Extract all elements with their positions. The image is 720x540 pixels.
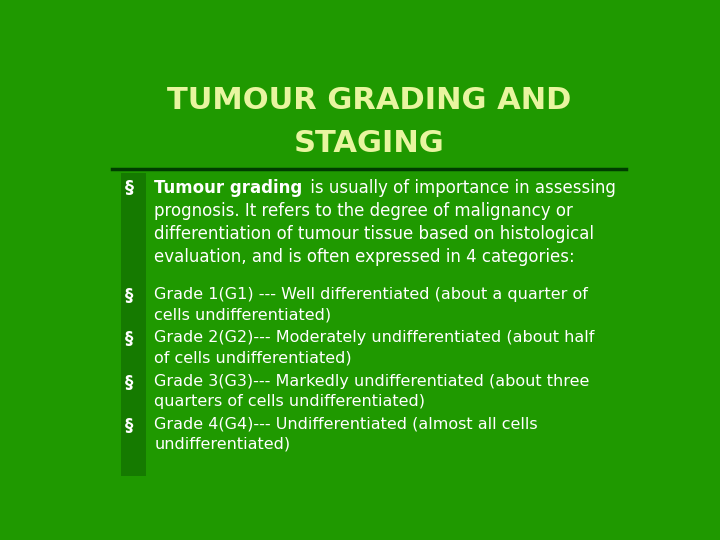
Text: prognosis. It refers to the degree of malignancy or: prognosis. It refers to the degree of ma… (154, 202, 573, 220)
Text: Grade 1(G1) --- Well differentiated (about a quarter of: Grade 1(G1) --- Well differentiated (abo… (154, 287, 588, 302)
Text: TUMOUR GRADING AND: TUMOUR GRADING AND (167, 85, 571, 114)
Text: cells undifferentiated): cells undifferentiated) (154, 307, 331, 322)
Text: §: § (125, 374, 133, 391)
Text: §: § (125, 417, 133, 435)
FancyBboxPatch shape (121, 173, 145, 476)
Text: evaluation, and is often expressed in 4 categories:: evaluation, and is often expressed in 4 … (154, 248, 575, 266)
Text: Grade 2(G2)--- Moderately undifferentiated (about half: Grade 2(G2)--- Moderately undifferentiat… (154, 330, 595, 346)
Text: differentiation of tumour tissue based on histological: differentiation of tumour tissue based o… (154, 225, 594, 243)
Text: Tumour grading: Tumour grading (154, 179, 302, 197)
Text: undifferentiated): undifferentiated) (154, 437, 290, 452)
Text: Grade 3(G3)--- Markedly undifferentiated (about three: Grade 3(G3)--- Markedly undifferentiated… (154, 374, 590, 389)
Text: of cells undifferentiated): of cells undifferentiated) (154, 350, 352, 366)
Text: STAGING: STAGING (294, 129, 444, 158)
Text: §: § (125, 287, 133, 305)
Text: §: § (125, 179, 134, 197)
Text: is usually of importance in assessing: is usually of importance in assessing (305, 179, 616, 197)
Text: §: § (125, 330, 133, 348)
Text: quarters of cells undifferentiated): quarters of cells undifferentiated) (154, 394, 426, 409)
Text: Grade 4(G4)--- Undifferentiated (almost all cells: Grade 4(G4)--- Undifferentiated (almost … (154, 417, 538, 432)
